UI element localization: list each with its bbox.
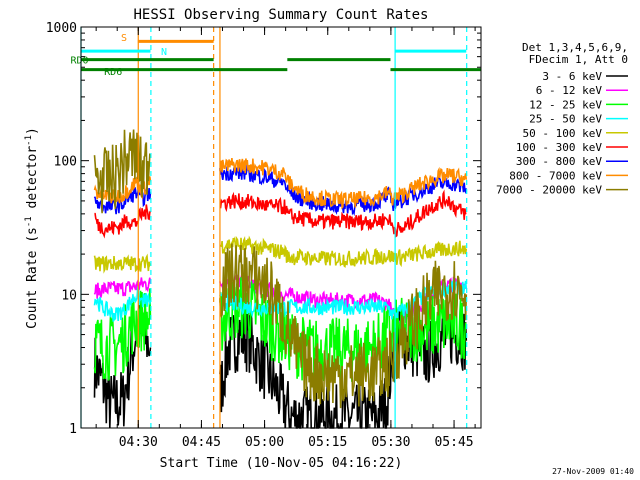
legend-entry-label: 800 - 7000 keV: [509, 169, 602, 182]
x-tick-label: 04:30: [119, 435, 158, 450]
plot-area: S N RD0 RD6: [70, 27, 481, 429]
series-line: [219, 189, 467, 238]
series-line: [219, 278, 468, 320]
y-axis-ticks: 1 10 100 1000: [46, 21, 481, 437]
y-axis-label: Count Rate (s-1 detector-1): [24, 127, 40, 329]
legend-header-line2: FDecim 1, Att 0: [529, 53, 628, 66]
x-tick-label: 05:00: [245, 435, 284, 450]
x-tick-label: 05:15: [308, 435, 347, 450]
series-line: [219, 243, 468, 409]
legend-entry-label: 12 - 25 keV: [529, 98, 602, 111]
series-line: [93, 277, 152, 299]
legend-entry-label: 300 - 800 keV: [516, 155, 602, 168]
series-line: [219, 158, 468, 210]
y-axis-label-part1: Count Rate (s: [25, 227, 40, 329]
x-axis-label: Start Time (10-Nov-05 04:16:22): [160, 456, 403, 471]
flag-label-rd0: RD0: [70, 56, 88, 67]
flag-label-s: S: [121, 33, 127, 44]
x-tick-label: 05:30: [371, 435, 410, 450]
series-line: [93, 253, 152, 274]
y-tick-label: 100: [54, 155, 77, 170]
legend-entry-label: 3 - 6 keV: [542, 70, 602, 83]
series-line: [219, 163, 468, 217]
series-line: [219, 235, 468, 268]
footer-timestamp: 27-Nov-2009 01:40: [552, 467, 634, 476]
plot-frame: [80, 26, 482, 429]
legend-entry-label: 25 - 50 keV: [529, 113, 602, 126]
legend-entry-label: 50 - 100 keV: [523, 127, 603, 140]
y-axis-label-sup1: -1: [24, 216, 34, 227]
flag-label-n: N: [161, 47, 167, 58]
x-axis-ticks: 04:30 04:45 05:00 05:15 05:30 05:45: [95, 27, 476, 450]
legend-header-line1: Det 1,3,4,5,6,9,: [522, 41, 628, 54]
y-tick-label: 1: [69, 422, 77, 437]
series-line: [94, 204, 152, 239]
y-axis-label-sup2: -1: [24, 135, 34, 146]
y-axis-label-part3: ): [25, 127, 40, 135]
series-line: [93, 288, 152, 381]
y-tick-label: 10: [61, 288, 77, 303]
y-axis-label-part2: detector: [25, 146, 40, 217]
legend-entry-label: 6 - 12 keV: [536, 84, 603, 97]
y-tick-label: 1000: [46, 21, 77, 36]
series-line: [219, 277, 468, 382]
series-line: [93, 129, 151, 214]
flag-label-rd6: RD6: [104, 67, 122, 78]
x-tick-label: 04:45: [182, 435, 221, 450]
legend: Det 1,3,4,5,6,9, FDecim 1, Att 0 3 - 6 k…: [496, 41, 628, 197]
series-line: [93, 285, 152, 322]
legend-entry-label: 7000 - 20000 keV: [496, 184, 602, 197]
chart-title: HESSI Observing Summary Count Rates: [133, 7, 428, 23]
legend-entry-label: 100 - 300 keV: [516, 141, 602, 154]
series-line: [93, 176, 152, 204]
x-tick-label: 05:45: [434, 435, 473, 450]
